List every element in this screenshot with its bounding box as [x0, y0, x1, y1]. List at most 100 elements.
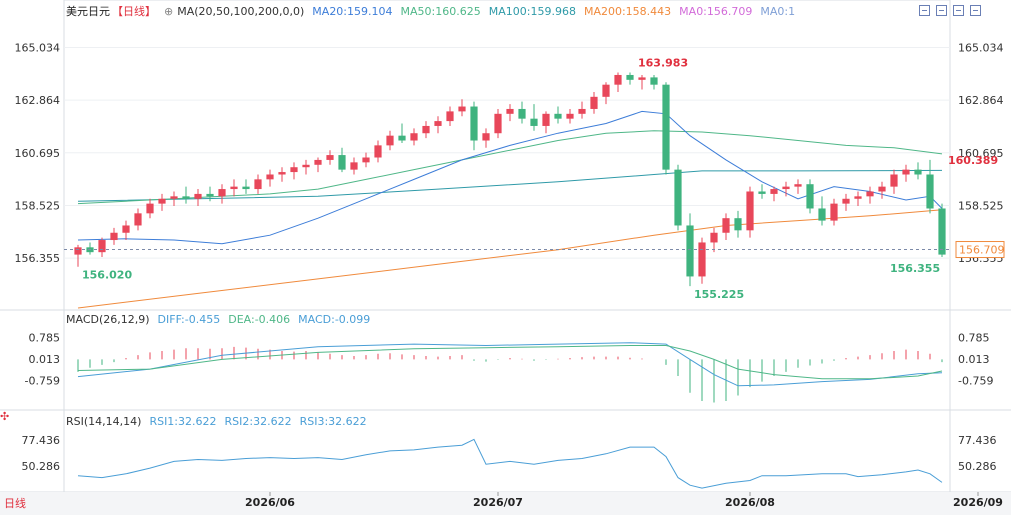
macd-legend: MACD(26,12,9) DIFF:-0.455 DEA:-0.406 MACD:-…: [66, 312, 378, 328]
candle-body: [590, 96, 598, 109]
candle-body: [698, 242, 706, 277]
candle-body: [218, 189, 226, 197]
time-label: 2026/07: [473, 496, 523, 509]
candle-body: [74, 247, 82, 255]
candle-body: [98, 240, 106, 253]
fit-icon[interactable]: [953, 5, 964, 16]
candle-body: [770, 189, 778, 194]
macd-label[interactable]: MACD(26,12,9): [66, 313, 150, 326]
candle-body: [746, 191, 754, 231]
candle-body: [626, 74, 634, 80]
candle-body: [938, 208, 946, 255]
rsi2-value: RSI2:32.622: [224, 415, 292, 428]
ma50-value: MA50:160.625: [400, 5, 481, 18]
candle-body: [182, 196, 190, 199]
candle-body: [722, 218, 730, 233]
rsi3-value: RSI3:32.622: [299, 415, 367, 428]
candle-body: [818, 208, 826, 221]
candle-body: [734, 218, 742, 231]
candle-body: [674, 169, 682, 226]
candle-body: [146, 203, 154, 214]
candle-body: [398, 135, 406, 141]
rsi-legend: RSI(14,14,14) RSI1:32.622 RSI2:32.622 RSI3:…: [66, 414, 375, 430]
candle-body: [206, 193, 214, 197]
candle-body: [446, 111, 454, 122]
candle-body: [518, 108, 526, 119]
candle-body: [362, 157, 370, 163]
crosshair-icon: ✣: [0, 410, 9, 423]
macd-value: MACD:-0.099: [298, 313, 371, 326]
rsi-label[interactable]: RSI(14,14,14): [66, 415, 142, 428]
current-price-label: 156.709: [959, 244, 1005, 257]
ma200-line: [77, 209, 943, 309]
right-low-annotation: 156.355: [890, 262, 940, 275]
macd-tick-left: 0.785: [29, 332, 61, 345]
candle-body: [158, 198, 166, 204]
main-legend: 美元日元 【日线】 ⊕ MA(20,50,100,200,0,0) MA20:159.1…: [66, 4, 803, 20]
macd-tick-right: -0.759: [958, 374, 993, 387]
price-tick-right: 160.695: [958, 147, 1004, 160]
ma0-value-b: MA0:1: [760, 5, 796, 18]
candle-body: [422, 125, 430, 134]
candle-body: [782, 186, 790, 190]
candle-body: [926, 174, 934, 209]
macd-diff-value: DIFF:-0.455: [157, 313, 221, 326]
candle-body: [338, 155, 346, 170]
rsi-tick-left: 50.286: [22, 460, 61, 473]
start-low-annotation: 156.020: [82, 269, 132, 282]
candle-body: [494, 113, 502, 134]
macd-dea-line: [77, 345, 943, 380]
candle-body: [602, 84, 610, 97]
candle-body: [794, 184, 802, 187]
low-annotation: 155.225: [694, 288, 744, 301]
time-axis-bar: [0, 492, 1011, 515]
zoom-in-icon[interactable]: [919, 5, 930, 16]
fullscreen-icon[interactable]: [970, 5, 981, 16]
high-annotation: 163.983: [638, 57, 688, 70]
period-button[interactable]: 日线: [4, 497, 26, 510]
candle-body: [566, 113, 574, 119]
time-label: 2026/06: [245, 496, 295, 509]
macd-tick-left: 0.013: [29, 353, 61, 366]
candle-body: [530, 118, 538, 126]
price-tick-right: 158.525: [958, 199, 1004, 212]
ma20-line: [77, 110, 943, 245]
candle-body: [806, 184, 814, 209]
price-tick-right: 165.034: [958, 41, 1004, 54]
gear-icon[interactable]: ⊕: [164, 5, 174, 18]
candle-body: [914, 169, 922, 175]
symbol-name: 美元日元: [66, 5, 110, 18]
candle-body: [122, 225, 130, 233]
candle-body: [686, 225, 694, 277]
macd-tick-left: -0.759: [25, 374, 60, 387]
candle-body: [554, 113, 562, 119]
price-tick-left: 158.525: [15, 199, 61, 212]
candle-body: [230, 186, 238, 190]
candle-body: [326, 155, 334, 160]
candle-body: [506, 108, 514, 114]
candle-body: [638, 77, 646, 80]
candle-body: [890, 174, 898, 187]
candle-body: [290, 167, 298, 173]
chart-toolbar: [919, 5, 981, 16]
price-tick-left: 162.864: [15, 94, 61, 107]
candle-body: [614, 74, 622, 85]
candle-body: [542, 113, 550, 126]
ma20-value: MA20:159.104: [312, 5, 393, 18]
candle-body: [170, 196, 178, 199]
candle-body: [242, 186, 250, 190]
candle-body: [878, 186, 886, 192]
rsi-tick-right: 50.286: [958, 460, 997, 473]
macd-diff-line: [77, 342, 943, 387]
period-label: 【日线】: [112, 5, 156, 18]
zoom-out-icon[interactable]: [936, 5, 947, 16]
rsi-tick-right: 77.436: [958, 434, 997, 447]
macd-tick-right: 0.013: [958, 353, 990, 366]
candle-body: [710, 232, 718, 243]
price-tick-left: 160.695: [15, 147, 61, 160]
ma100-value: MA100:159.968: [488, 5, 576, 18]
ma-settings[interactable]: MA(20,50,100,200,0,0): [177, 5, 305, 18]
rsi1-value: RSI1:32.622: [149, 415, 217, 428]
candle-body: [650, 77, 658, 85]
